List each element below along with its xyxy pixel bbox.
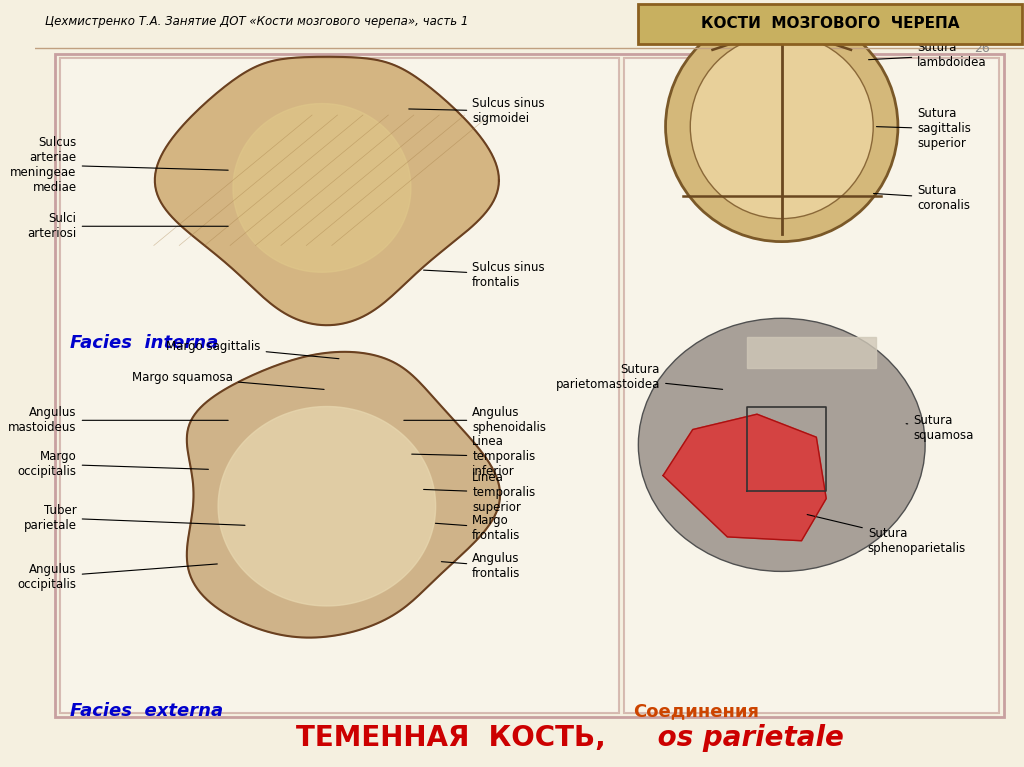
Text: Angulus
frontalis: Angulus frontalis [441, 552, 520, 580]
Ellipse shape [638, 318, 925, 571]
Text: Sulcus sinus
sigmoidei: Sulcus sinus sigmoidei [409, 97, 545, 125]
Text: Facies  externa: Facies externa [70, 702, 223, 719]
Text: Facies  interna: Facies interna [70, 334, 218, 351]
Text: Margo
frontalis: Margo frontalis [435, 514, 520, 542]
FancyBboxPatch shape [55, 54, 1005, 717]
Text: Цехмистренко Т.А. Занятие ДОТ «Кости мозгового черепа», часть 1: Цехмистренко Т.А. Занятие ДОТ «Кости моз… [45, 15, 468, 28]
Text: Tuber
parietale: Tuber parietale [24, 504, 245, 532]
Text: Margo
occipitalis: Margo occipitalis [17, 450, 209, 478]
Text: Angulus
occipitalis: Angulus occipitalis [17, 563, 217, 591]
Text: Sulcus
arteriae
meningeae
mediae: Sulcus arteriae meningeae mediae [10, 136, 228, 194]
Polygon shape [186, 352, 500, 637]
Text: Margo sagittalis: Margo sagittalis [166, 341, 339, 359]
FancyBboxPatch shape [624, 58, 999, 713]
Text: Sutura
squamosa: Sutura squamosa [906, 414, 974, 442]
Ellipse shape [666, 12, 898, 242]
Text: Sutura
parietomastoidea: Sutura parietomastoidea [556, 364, 723, 391]
Text: Sutura
lambdoidea: Sutura lambdoidea [868, 41, 987, 69]
Text: Sutura
sphenoparietalis: Sutura sphenoparietalis [807, 515, 966, 555]
Polygon shape [155, 57, 499, 325]
Text: Margo squamosa: Margo squamosa [132, 371, 325, 390]
Text: Linea
temporalis
inferior: Linea temporalis inferior [412, 435, 536, 478]
Polygon shape [232, 104, 411, 272]
FancyBboxPatch shape [59, 58, 618, 713]
Polygon shape [664, 414, 826, 541]
Text: Sutura
sagittalis
superior: Sutura sagittalis superior [877, 107, 971, 150]
Text: Sulcus sinus
frontalis: Sulcus sinus frontalis [424, 261, 545, 288]
Text: Linea
temporalis
superior: Linea temporalis superior [424, 471, 536, 514]
Text: 26: 26 [974, 42, 989, 55]
Text: ТЕМЕННАЯ  КОСТЬ,: ТЕМЕННАЯ КОСТЬ, [296, 724, 605, 752]
Polygon shape [218, 407, 435, 606]
Text: Соединения: Соединения [634, 702, 760, 719]
Text: os parietale: os parietale [648, 724, 844, 752]
FancyBboxPatch shape [638, 4, 1022, 44]
Text: КОСТИ  МОЗГОВОГО  ЧЕРЕПА: КОСТИ МОЗГОВОГО ЧЕРЕПА [701, 16, 959, 31]
Ellipse shape [690, 35, 873, 219]
Text: Sutura
coronalis: Sutura coronalis [873, 184, 970, 212]
Text: Sulci
arteriosi: Sulci arteriosi [28, 212, 228, 240]
Text: Angulus
sphenoidalis: Angulus sphenoidalis [403, 407, 546, 434]
Polygon shape [748, 337, 876, 368]
Text: Angulus
mastoideus: Angulus mastoideus [8, 407, 228, 434]
